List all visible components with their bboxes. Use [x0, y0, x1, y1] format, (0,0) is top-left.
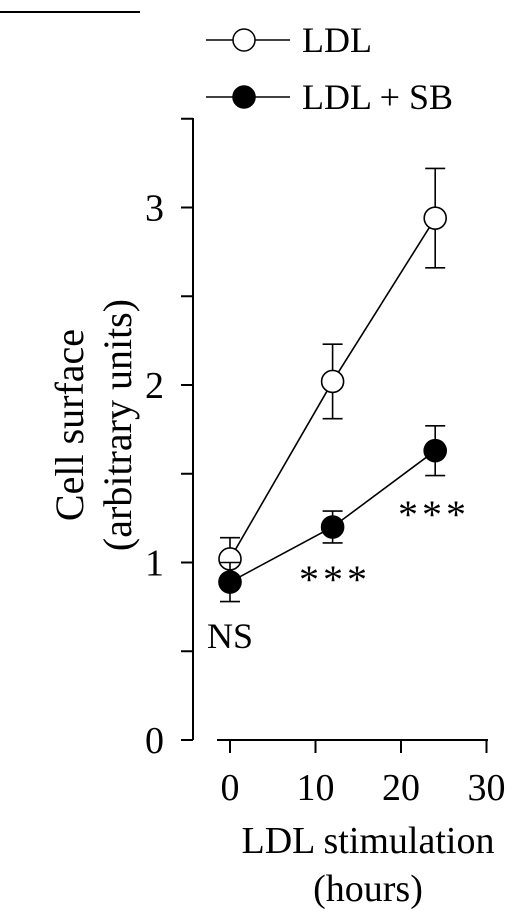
- y-tick-label: 0: [145, 720, 164, 762]
- annotation-stars-12h: ***: [299, 557, 371, 602]
- y-tick-label: 3: [145, 188, 164, 230]
- x-ticks: 0 10 20 30: [221, 740, 506, 809]
- y-ticks: 0 1 2 3: [145, 117, 193, 762]
- y-axis-title-line2: (arbitrary units): [95, 299, 140, 551]
- data-point-ldl: [320, 369, 345, 394]
- x-axis-title-line2: (hours): [313, 868, 423, 910]
- y-tick-label: 2: [145, 365, 164, 407]
- data-point-ldl: [423, 206, 448, 230]
- legend-marker-ldl-sb: [232, 85, 256, 109]
- series-layer: [218, 167, 448, 603]
- x-axis-title-line1: LDL stimulation: [242, 820, 495, 862]
- y-axis-title: Cell surface (arbitrary units): [47, 299, 140, 551]
- axes: 0 1 2 3 0 10 20 30: [145, 117, 506, 809]
- y-axis-title-line1: Cell surface: [47, 329, 92, 521]
- legend-label-ldl-sb: LDL + SB: [302, 77, 453, 117]
- data-point-ldl-sb: [423, 438, 448, 463]
- data-point-ldl-sb: [320, 515, 345, 539]
- x-tick-label: 10: [297, 767, 335, 809]
- series-ldl-sb: [218, 425, 448, 603]
- y-tick-label: 1: [145, 543, 164, 585]
- legend-item-ldl: LDL: [206, 20, 372, 60]
- legend-item-ldl-sb: LDL + SB: [206, 77, 453, 117]
- x-tick-label: 20: [382, 767, 420, 809]
- data-point-ldl-sb: [218, 570, 242, 594]
- series-ldl: [218, 167, 448, 582]
- legend: LDL LDL + SB: [206, 20, 453, 117]
- legend-label-ldl: LDL: [302, 20, 372, 60]
- x-tick-label: 0: [221, 767, 240, 809]
- annotation-ns: NS: [207, 616, 253, 656]
- annotation-stars-24h: ***: [398, 492, 470, 537]
- x-tick-label: 30: [468, 767, 506, 809]
- legend-marker-ldl: [232, 28, 256, 52]
